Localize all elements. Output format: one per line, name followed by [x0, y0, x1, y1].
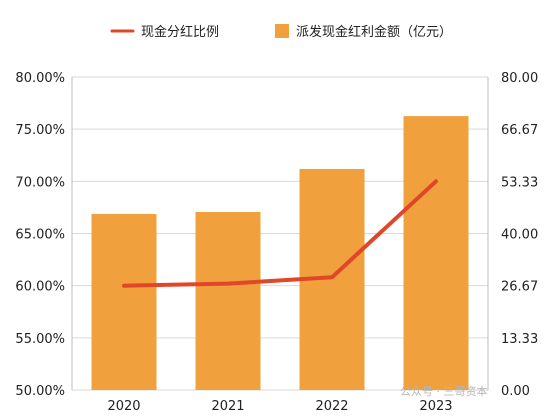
legend-label-bar: 派发现金红利金额（亿元） — [296, 24, 452, 40]
bar-series — [91, 116, 469, 390]
x-axis-tick-label: 2023 — [419, 399, 452, 414]
bar — [403, 116, 469, 390]
x-axis-tick-label: 2020 — [107, 399, 140, 414]
x-axis-tick-label: 2021 — [211, 399, 244, 414]
left-axis-tick-label: 75.00% — [15, 123, 65, 138]
legend-bar-swatch — [275, 24, 289, 38]
line-series — [122, 179, 438, 288]
bar — [195, 211, 261, 390]
left-axis-tick-label: 80.00% — [15, 71, 65, 86]
left-axis-tick-label: 55.00% — [15, 332, 65, 347]
left-axis-tick-label: 65.00% — [15, 228, 65, 243]
x-axis-tick-label: 2022 — [315, 399, 348, 414]
left-axis-tick-label: 70.00% — [15, 175, 65, 190]
right-axis-tick-label: 13.33 — [501, 332, 538, 347]
right-axis-tick-label: 66.67 — [501, 123, 538, 138]
right-axis-tick-label: 0.00 — [501, 384, 530, 399]
watermark: 公众号 · 三哥资本 — [400, 384, 488, 398]
left-axis-tick-label: 50.00% — [15, 384, 65, 399]
legend: 现金分红比例 派发现金红利金额（亿元） — [110, 24, 452, 40]
right-axis-tick-label: 40.00 — [501, 228, 538, 243]
right-axis-tick-label: 26.67 — [501, 280, 538, 295]
line-path — [122, 179, 438, 288]
left-axis-tick-label: 60.00% — [15, 280, 65, 295]
right-axis-tick-label: 53.33 — [501, 175, 538, 190]
legend-label-line: 现金分红比例 — [141, 24, 219, 40]
bar — [91, 213, 157, 390]
axes: 80.00% 80.00 75.00% 66.67 70.00% 53.33 65.00% 4… — [15, 71, 538, 414]
right-axis-tick-label: 80.00 — [501, 71, 538, 86]
